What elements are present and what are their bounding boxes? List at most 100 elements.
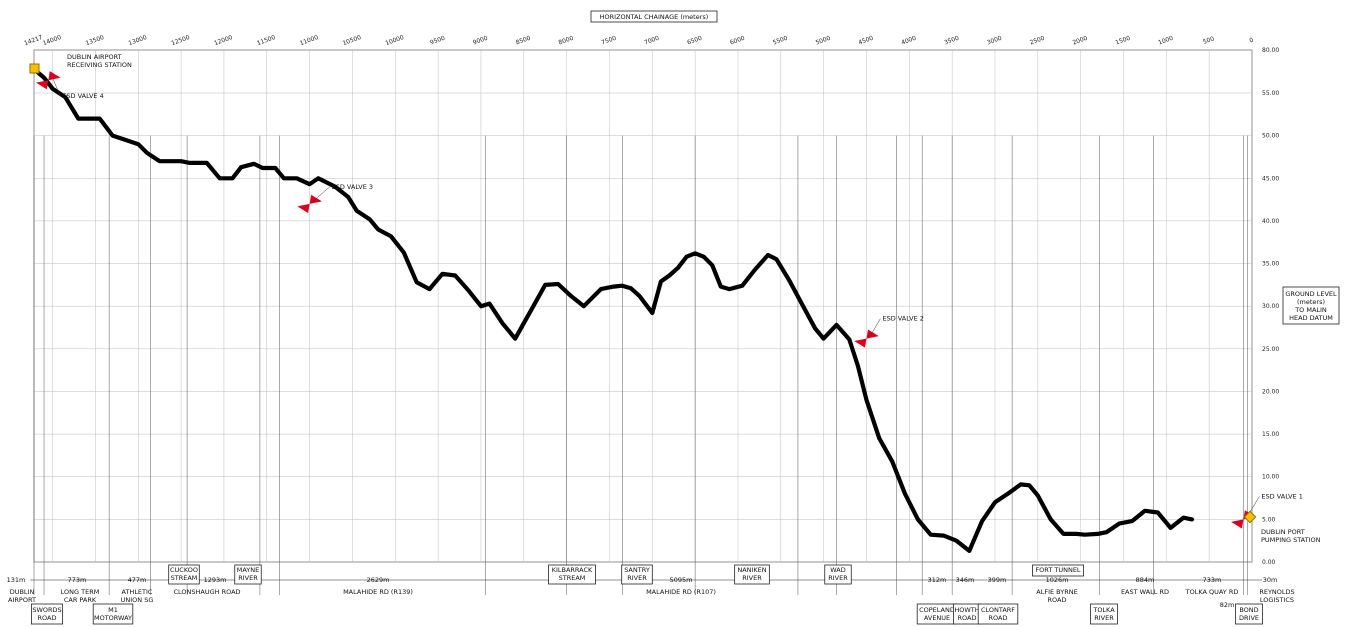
station-airport-label: DUBLIN AIRPORT bbox=[67, 53, 122, 61]
road-crossing-label: RIVER bbox=[1094, 614, 1114, 622]
crossing-feature-label: KILBARRACK bbox=[552, 566, 593, 574]
x-tick-label: 13000 bbox=[128, 34, 149, 47]
y-tick-label: 25.00 bbox=[1262, 346, 1279, 353]
valve-leader bbox=[870, 318, 881, 336]
segment-name-label: ROAD bbox=[1048, 596, 1067, 604]
x-tick-label: 11500 bbox=[256, 34, 277, 47]
y-tick-labels: 80.00 55.00 50.00 45.00 40.00 35.00 30.00 25.00… bbox=[1262, 47, 1279, 566]
station-port-marker bbox=[1243, 510, 1257, 524]
y-axis-label-box bbox=[1282, 286, 1340, 325]
crossing-feature-label: NANIKEN bbox=[737, 566, 766, 574]
road-crossing-label: HOWTH bbox=[954, 606, 979, 614]
crossing-feature-box bbox=[168, 564, 200, 585]
segment-length-label: 5095m bbox=[670, 576, 693, 584]
x-tick-label: 9500 bbox=[429, 35, 446, 47]
segment-length-label: 312m bbox=[928, 576, 947, 584]
x-tick-label: 1500 bbox=[1115, 35, 1132, 47]
grid bbox=[33, 49, 1253, 563]
crossing-feature-box bbox=[1032, 564, 1084, 577]
header-box bbox=[590, 10, 718, 23]
segment-name-label: LOGISTICS bbox=[1260, 596, 1294, 604]
segment-name-label: ALFIE BYRNE bbox=[1036, 588, 1077, 596]
x-tick-label: 9000 bbox=[472, 35, 489, 47]
segment-name-label: EAST WALL RD bbox=[1121, 588, 1169, 596]
valve-label: ESD VALVE 3 bbox=[332, 183, 373, 191]
crossing-feature-label: MAYNE bbox=[237, 566, 260, 574]
station-port-label: PUMPING STATION bbox=[1261, 536, 1321, 544]
valves-layer: ESD VALVE 4 ESD VALVE 3 ESD VALVE 2 ESD VAL… bbox=[36, 71, 1303, 529]
x-tick-label: 10500 bbox=[342, 34, 363, 47]
crossing-feature-label: RIVER bbox=[742, 574, 762, 582]
x-tick-label: 2500 bbox=[1029, 35, 1046, 47]
x-tick-label: 6500 bbox=[686, 35, 703, 47]
x-tick-label: 0 bbox=[1248, 37, 1254, 45]
crossing-feature-box bbox=[621, 564, 653, 585]
road-crossing-label: M1 bbox=[108, 606, 118, 614]
y-axis-label-line: (meters) bbox=[1297, 298, 1325, 306]
crossing-feature-label: STREAM bbox=[171, 574, 198, 582]
x-tick-label: 10000 bbox=[385, 34, 406, 47]
crossing-feature-label: SANTRY bbox=[624, 566, 650, 574]
x-tick-label: 14000 bbox=[42, 34, 63, 47]
station-port: DUBLIN PORT PUMPING STATION bbox=[1243, 510, 1321, 544]
y-tick-label: 20.00 bbox=[1262, 388, 1279, 395]
x-tick-label: 1000 bbox=[1157, 35, 1174, 47]
y-tick-label: 30.00 bbox=[1262, 303, 1279, 310]
segment-annotations: CUCKOOSTREAMMAYNERIVERKILBARRACKSTREAMSA… bbox=[7, 564, 1295, 625]
station-port-label: DUBLIN PORT bbox=[1261, 528, 1305, 536]
segment-name-label: UNION SG bbox=[121, 596, 154, 604]
road-crossing-label: CLONTARF bbox=[981, 606, 1015, 614]
y-axis-label: GROUND LEVEL (meters) TO MALIN HEAD DATU… bbox=[1282, 286, 1340, 325]
esd-valve-2: ESD VALVE 2 bbox=[854, 315, 924, 348]
valve-marker bbox=[297, 203, 310, 213]
x-tick-label: 5000 bbox=[815, 35, 832, 47]
road-crossing-box bbox=[977, 603, 1019, 625]
crossing-feature-box bbox=[734, 564, 770, 585]
road-crossing-label: MOTORWAY bbox=[94, 614, 132, 622]
segment-name-label: CAR PARK bbox=[64, 596, 97, 604]
x-tick-label: 7000 bbox=[643, 35, 660, 47]
x-tick-label: 8000 bbox=[558, 35, 575, 47]
segment-length-label: 399m bbox=[988, 576, 1007, 584]
segment-name-label: REYNOLDS bbox=[1259, 588, 1294, 596]
crossing-feature-box bbox=[824, 564, 852, 585]
valve-marker bbox=[866, 329, 879, 339]
crossing-feature-label: RIVER bbox=[828, 574, 848, 582]
road-crossing-box bbox=[1235, 603, 1263, 625]
segment-name-label: DUBLIN bbox=[10, 588, 35, 596]
y-tick-label: 10.00 bbox=[1262, 474, 1279, 481]
esd-valve-4: ESD VALVE 4 bbox=[36, 71, 104, 100]
road-crossing-label: SWORDS bbox=[32, 606, 61, 614]
ground-profile-line bbox=[31, 67, 1195, 553]
y-tick-label: 50.00 bbox=[1262, 133, 1279, 140]
x-tick-label: 7500 bbox=[601, 35, 618, 47]
x-tick-label: 3000 bbox=[986, 35, 1003, 47]
road-crossing-label: DRIVE bbox=[1239, 614, 1259, 622]
crossing-feature-label: CUCKOO bbox=[170, 566, 198, 574]
segment-name-label: LONG TERM bbox=[61, 588, 100, 596]
x-tick-label: 12000 bbox=[213, 34, 234, 47]
y-axis-label-line: GROUND LEVEL bbox=[1285, 290, 1337, 298]
valve-label: ESD VALVE 1 bbox=[1261, 492, 1302, 500]
x-tick-label: 4000 bbox=[900, 35, 917, 47]
y-axis-label-line: TO MALIN bbox=[1294, 306, 1327, 314]
station-airport-marker bbox=[29, 63, 40, 74]
segment-length-label: 884m bbox=[1136, 576, 1155, 584]
segment-length-label: 1293m bbox=[204, 576, 227, 584]
y-tick-label: 55.00 bbox=[1262, 90, 1279, 97]
x-tick-label: 5500 bbox=[772, 35, 789, 47]
valve-marker bbox=[1231, 519, 1244, 529]
valve-leader bbox=[52, 77, 61, 97]
x-tick-label: 2000 bbox=[1072, 35, 1089, 47]
crossing-feature-label: STREAM bbox=[559, 574, 586, 582]
